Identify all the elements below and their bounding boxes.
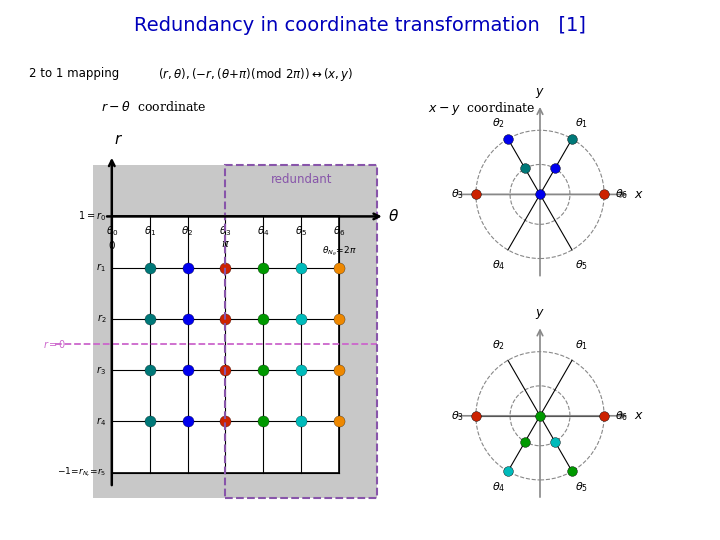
Text: $\theta_4$: $\theta_4$ xyxy=(492,259,505,272)
Text: $\theta_2$: $\theta_2$ xyxy=(492,338,505,352)
Text: $1=r_0$: $1=r_0$ xyxy=(78,210,106,224)
Text: $y$: $y$ xyxy=(535,86,545,100)
Text: $\theta_1$: $\theta_1$ xyxy=(575,338,588,352)
Bar xyxy=(112,217,339,472)
Bar xyxy=(93,165,377,498)
Text: $\theta_6$: $\theta_6$ xyxy=(333,224,346,238)
Text: $\theta_6$: $\theta_6$ xyxy=(616,187,629,201)
Bar xyxy=(225,165,377,498)
Text: $\theta_3$: $\theta_3$ xyxy=(451,409,464,423)
Text: redundant: redundant xyxy=(271,173,333,186)
Text: $\theta_2$: $\theta_2$ xyxy=(181,224,194,238)
Text: $\theta_3$: $\theta_3$ xyxy=(451,187,464,201)
Text: 2 to 1 mapping: 2 to 1 mapping xyxy=(29,68,119,80)
Text: $r-\theta$  coordinate: $r-\theta$ coordinate xyxy=(101,100,206,114)
Text: $-1\!=\!r_{N_r}\!=\!r_5$: $-1\!=\!r_{N_r}\!=\!r_5$ xyxy=(57,466,106,480)
Text: $0$: $0$ xyxy=(108,239,116,252)
Text: $r_3$: $r_3$ xyxy=(96,364,106,376)
Text: $x-y$  coordinate: $x-y$ coordinate xyxy=(428,100,536,117)
Text: $r_2$: $r_2$ xyxy=(96,313,106,325)
Text: $\theta_6$: $\theta_6$ xyxy=(616,409,629,423)
Text: $\theta_3$: $\theta_3$ xyxy=(220,224,232,238)
Text: $\theta_1$: $\theta_1$ xyxy=(143,224,156,238)
Text: $\theta_4$: $\theta_4$ xyxy=(257,224,269,238)
Text: $y$: $y$ xyxy=(535,307,545,321)
Text: $\theta_5$: $\theta_5$ xyxy=(575,480,588,494)
Text: $r=0$: $r=0$ xyxy=(42,339,66,350)
Text: $\theta_5$: $\theta_5$ xyxy=(295,224,307,238)
Text: Redundancy in coordinate transformation   [1]: Redundancy in coordinate transformation … xyxy=(134,16,586,35)
Text: $r_4$: $r_4$ xyxy=(96,415,106,428)
Text: $\theta_1$: $\theta_1$ xyxy=(575,117,588,130)
Text: $\theta_2$: $\theta_2$ xyxy=(492,117,505,130)
Text: $\theta_4$: $\theta_4$ xyxy=(492,480,505,494)
Text: $\theta_{N_\theta}\!=\!2\pi$: $\theta_{N_\theta}\!=\!2\pi$ xyxy=(322,245,356,258)
Text: $\theta_0$: $\theta_0$ xyxy=(106,224,118,238)
Text: $\theta$: $\theta$ xyxy=(388,208,400,225)
Text: $x$: $x$ xyxy=(634,188,644,201)
Text: $\pi$: $\pi$ xyxy=(221,239,230,249)
Text: $(r,\theta),(-r,(\theta\!+\!\pi)(\mathrm{mod}\ 2\pi))\leftrightarrow(x,y)$: $(r,\theta),(-r,(\theta\!+\!\pi)(\mathrm… xyxy=(158,66,354,83)
Text: $\theta_5$: $\theta_5$ xyxy=(575,259,588,272)
Text: $r_1$: $r_1$ xyxy=(96,261,106,274)
Text: $x$: $x$ xyxy=(634,409,644,422)
Text: $r$: $r$ xyxy=(114,132,122,147)
